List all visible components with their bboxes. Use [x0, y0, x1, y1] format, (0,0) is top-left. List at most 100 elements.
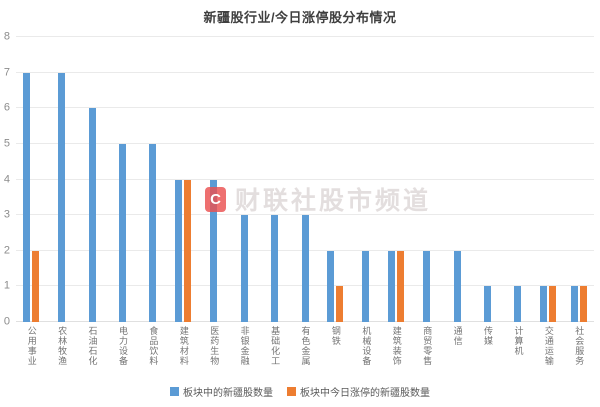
bar — [549, 286, 557, 322]
y-tick-label: 3 — [3, 208, 10, 221]
bar — [484, 286, 492, 322]
x-tick-label: 传媒 — [472, 326, 502, 380]
bar-group — [320, 37, 350, 322]
y-tick-label: 1 — [3, 279, 10, 292]
bar-group — [290, 37, 320, 322]
bar — [271, 215, 279, 322]
legend-swatch-blue — [170, 387, 179, 396]
bar — [327, 250, 335, 322]
bar — [118, 143, 126, 322]
bar — [336, 286, 344, 322]
x-tick-label-text: 建筑材料 — [178, 326, 189, 366]
bar — [32, 250, 40, 322]
x-tick-label-text: 基础化工 — [270, 326, 281, 366]
bar — [388, 250, 396, 322]
bar — [23, 72, 31, 322]
bar-groups — [16, 37, 594, 322]
x-tick-label: 建筑装饰 — [381, 326, 411, 380]
x-tick-label-text: 通信 — [452, 326, 463, 346]
x-tick-label-text: 农林牧渔 — [57, 326, 68, 366]
bar-group — [259, 37, 289, 322]
bar-group — [472, 37, 502, 322]
y-tick-label: 7 — [3, 66, 10, 79]
legend-swatch-orange — [287, 387, 296, 396]
x-tick-label: 医药生物 — [199, 326, 229, 380]
x-tick-label: 建筑材料 — [168, 326, 198, 380]
x-tick-label-text: 公用事业 — [26, 326, 37, 366]
bar-group — [533, 37, 563, 322]
gridline-4 — [16, 178, 594, 180]
x-tick-label: 食品饮料 — [138, 326, 168, 380]
legend-label-series1: 板块中的新疆股数量 — [183, 388, 273, 399]
chart-title: 新疆股行业/今日涨停股分布情况 — [203, 10, 397, 25]
x-tick-label-text: 商贸零售 — [422, 326, 433, 366]
y-tick-label: 2 — [3, 244, 10, 257]
legend-item-series2: 板块中今日涨停的新疆股数量 — [287, 384, 430, 399]
x-tick-label: 石油石化 — [77, 326, 107, 380]
bar-group — [503, 37, 533, 322]
x-tick-label-text: 有色金属 — [300, 326, 311, 366]
bar — [210, 179, 218, 322]
x-tick-label: 交通运输 — [533, 326, 563, 380]
x-tick-label-text: 传媒 — [483, 326, 494, 346]
y-tick-label: 0 — [3, 315, 10, 328]
bar-group — [351, 37, 381, 322]
bar — [301, 215, 309, 322]
gridline-8 — [16, 36, 594, 37]
plot-area — [16, 36, 594, 322]
bar-group — [564, 37, 594, 322]
bar-group — [442, 37, 472, 322]
bar — [175, 179, 183, 322]
bar — [58, 72, 66, 322]
x-tick-label: 公用事业 — [16, 326, 46, 380]
bar — [184, 179, 192, 322]
y-tick-label: 5 — [3, 137, 10, 150]
x-tick-label: 农林牧渔 — [46, 326, 76, 380]
bar — [240, 215, 248, 322]
bar-group — [168, 37, 198, 322]
x-tick-label-text: 医药生物 — [209, 326, 220, 366]
x-tick-label: 有色金属 — [290, 326, 320, 380]
y-tick-label: 6 — [3, 101, 10, 114]
gridline-5 — [16, 142, 594, 144]
x-tick-label-text: 钢铁 — [330, 326, 341, 346]
x-tick-label-text: 计算机 — [513, 326, 524, 356]
bar — [453, 250, 461, 322]
x-axis-labels: 公用事业 农林牧渔 石油石化 电力设备 食品饮料 建筑材料 医药生物 非银金融 基础化工 有色金属… — [16, 326, 594, 380]
bar — [579, 286, 587, 322]
bar — [570, 286, 578, 322]
gridline-7 — [16, 71, 594, 73]
y-tick-label: 4 — [3, 173, 10, 185]
x-tick-label-text: 建筑装饰 — [391, 326, 402, 366]
bar-group — [107, 37, 137, 322]
bar — [88, 108, 96, 322]
x-tick-label-text: 非银金融 — [239, 326, 250, 366]
x-tick-label: 通信 — [442, 326, 472, 380]
x-tick-label-text: 电力设备 — [117, 326, 128, 366]
y-tick-label: 8 — [3, 30, 10, 43]
gridline-6 — [16, 107, 594, 109]
x-tick-label-text: 社会服务 — [574, 326, 585, 366]
x-tick-label: 商贸零售 — [411, 326, 441, 380]
legend-label-series2: 板块中今日涨停的新疆股数量 — [300, 388, 430, 399]
bar — [149, 143, 157, 322]
bar-group — [77, 37, 107, 322]
x-tick-label: 非银金融 — [229, 326, 259, 380]
x-tick-label-text: 石油石化 — [87, 326, 98, 366]
x-tick-label: 机械设备 — [351, 326, 381, 380]
y-axis-labels: 0 1 2 3 4 5 6 7 8 — [0, 31, 13, 327]
bar-group — [229, 37, 259, 322]
chart-legend: 板块中的新疆股数量 板块中今日涨停的新疆股数量 — [0, 384, 600, 399]
bar — [397, 250, 405, 322]
x-tick-label: 社会服务 — [564, 326, 594, 380]
x-tick-label-text: 交通运输 — [543, 326, 554, 366]
bar-group — [411, 37, 441, 322]
legend-item-series1: 板块中的新疆股数量 — [170, 384, 273, 399]
gridline-3 — [16, 214, 594, 216]
x-tick-label: 钢铁 — [320, 326, 350, 380]
bar-group — [138, 37, 168, 322]
bar-group — [16, 37, 46, 322]
x-tick-label-text: 机械设备 — [361, 326, 372, 366]
bar — [540, 286, 548, 322]
